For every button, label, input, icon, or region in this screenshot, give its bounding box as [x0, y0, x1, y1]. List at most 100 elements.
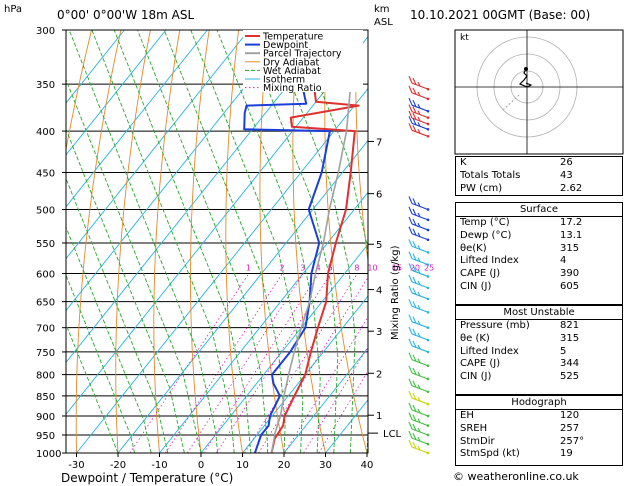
plot-frame: [65, 29, 369, 454]
mu-row: Pressure (mb) 821: [460, 320, 580, 331]
dry-adiabat-line: [190, 30, 210, 453]
temperature-tick-label: 40: [361, 460, 374, 471]
datetime-label: 10.10.2021 00GMT (Base: 00): [410, 8, 590, 22]
hodograph: kt: [454, 29, 624, 155]
wet-adiabat-line: [68, 30, 219, 453]
wind-barb: [408, 110, 430, 126]
pressure-tick-label: 300: [36, 26, 55, 37]
pressure-tick-label: 600: [36, 270, 55, 281]
wet-adiabat-line: [244, 30, 339, 453]
hodo-kt-label: kt: [460, 33, 469, 43]
wind-barb: [408, 439, 430, 455]
surface-row: CIN (J) 605: [460, 280, 580, 292]
dry-adiabat-line: [355, 30, 368, 264]
legend-label: Dry Adiabat: [263, 57, 320, 68]
x-axis-label: Dewpoint / Temperature (°C): [61, 471, 233, 485]
wind-barb: [408, 412, 430, 427]
pressure-tick-label: 500: [36, 205, 55, 216]
wind-barb: [408, 97, 430, 113]
altitude-tick-label: 2: [376, 369, 382, 380]
hodo-row: SREH 257: [460, 422, 580, 434]
pressure-tick-label: 350: [36, 80, 55, 91]
mixing-ratio-labels: 1 2 3 4 5 8 10 15 20 25: [246, 264, 434, 273]
wind-barbs: [408, 75, 430, 455]
mixing-ratio-label: 20: [410, 264, 420, 273]
pressure-tick-label: 800: [36, 371, 55, 382]
hodograph-panel: Hodograph EH 120 SREH 257 StmDir 257° StmSp…: [455, 395, 623, 466]
hpa-label: hPa: [4, 4, 22, 15]
isotherm-line: [66, 30, 250, 260]
mixing-ratio-line: [318, 370, 368, 453]
wind-barb: [408, 75, 430, 91]
isotherm-line: [242, 295, 368, 453]
isotherm-line: [283, 347, 368, 453]
mu-row: θe (K) 315: [460, 332, 580, 344]
most-unstable-title: Most Unstable: [456, 306, 622, 320]
wet-adiabat-line: [66, 128, 185, 453]
dry-adiabat-line: [292, 30, 326, 453]
surface-row: Temp (°C) 17.2: [460, 217, 583, 228]
wet-adiabat-line: [66, 274, 136, 453]
wind-barb: [408, 285, 430, 301]
altitude-tick-label: 1: [376, 411, 382, 422]
index-row-pw: PW (cm) 2.62: [460, 182, 583, 194]
wind-barb: [408, 196, 430, 211]
dry-adiabat-line: [66, 30, 92, 152]
mixing-ratio-line: [284, 316, 368, 453]
wet-adiabat-line: [269, 30, 356, 453]
wind-barb: [408, 378, 430, 394]
lcl-label: LCL: [383, 429, 402, 440]
pressure-tick-label: 1000: [36, 449, 61, 460]
website-credit: © weatheronline.co.uk: [453, 470, 579, 483]
wind-barb: [408, 251, 430, 266]
mixing-ratio-label: 10: [367, 264, 377, 273]
pressure-tick-label: 900: [36, 412, 55, 423]
dry-adiabat-line: [386, 30, 450, 453]
indices-panel: K 26 Totals Totals 43 PW (cm) 2.62: [455, 156, 623, 196]
wind-barb: [408, 352, 430, 368]
profiles: [243, 30, 362, 453]
temperature-line: [270, 30, 360, 453]
pressure-tick-label: 650: [36, 298, 55, 309]
isotherm-line: [66, 36, 368, 415]
mixing-ratio-label: 2: [280, 264, 285, 273]
mixing-ratio-line: [216, 273, 332, 453]
hodo-row: EH 120: [460, 410, 580, 421]
dry-adiabat-line: [115, 30, 151, 453]
isotherm-line: [66, 30, 125, 104]
wet-adiabat-line: [66, 323, 119, 453]
altitude-axis: 7 6 5 4 3 2 1: [368, 137, 382, 422]
surface-row: Dewp (°C) 13.1: [460, 229, 583, 241]
mixing-ratio-label: 8: [354, 264, 359, 273]
legend-label: Parcel Trajectory: [263, 49, 342, 60]
pressure-tick-label: 850: [36, 392, 55, 403]
temperature-tick-label: -10: [151, 460, 167, 471]
temperature-tick-label: -20: [110, 460, 126, 471]
surface-row: CAPE (J) 390: [460, 268, 580, 280]
pressure-tick-label: 750: [36, 348, 55, 359]
hodo-row: StmSpd (kt) 19: [460, 448, 573, 460]
wind-barb: [408, 402, 430, 418]
altitude-tick-label: 7: [376, 137, 382, 148]
altitude-tick-label: 3: [376, 327, 382, 338]
legend-label: Wet Adiabat: [263, 66, 321, 77]
background-lines: [66, 30, 450, 453]
mixing-ratio-line: [165, 273, 283, 453]
dry-adiabat-line: [324, 30, 368, 453]
wind-barb: [408, 326, 430, 342]
hodo-row: StmDir 257°: [460, 435, 585, 447]
wind-barb: [408, 430, 430, 446]
wet-adiabat-line: [113, 30, 252, 453]
wind-barb: [408, 239, 430, 254]
pressure-tick-label: 950: [36, 431, 55, 442]
pressure-tick-label: 400: [36, 127, 55, 138]
wind-barb: [408, 299, 430, 314]
temperature-axis: -30 -20 -10 0 10 20 30 40: [68, 453, 373, 471]
wind-barb: [408, 104, 430, 119]
isotherm-line: [117, 139, 368, 453]
wet-adiabat-line: [91, 30, 235, 453]
wind-barb: [408, 421, 430, 437]
index-row-k: K 26: [460, 157, 573, 168]
mixing-ratio-axis-label: Mixing Ratio (g/kg): [390, 245, 401, 340]
mixing-ratio-label: 4: [316, 264, 321, 273]
